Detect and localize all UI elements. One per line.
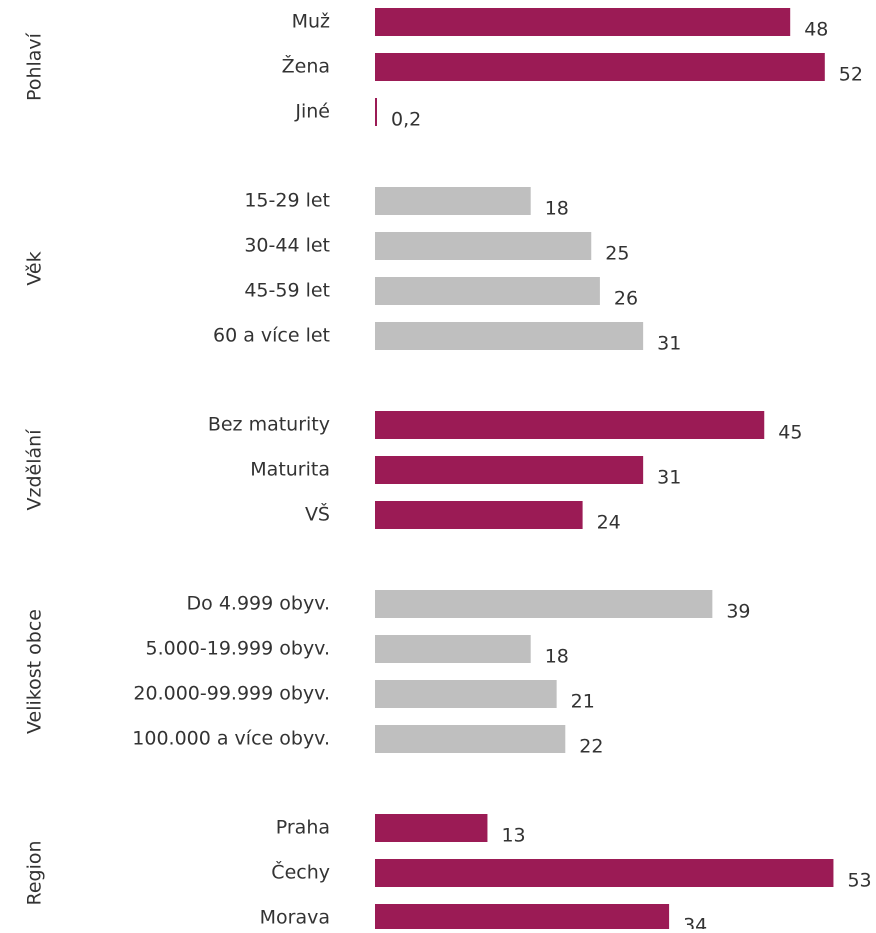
bar bbox=[375, 501, 583, 529]
group-label: Věk bbox=[24, 251, 46, 285]
category-label: 15-29 let bbox=[244, 190, 330, 212]
category-label: Jiné bbox=[294, 101, 330, 123]
value-label: 26 bbox=[614, 288, 638, 310]
category-label: Praha bbox=[276, 817, 330, 839]
category-label: Do 4.999 obyv. bbox=[187, 593, 330, 615]
group-label: Velikost obce bbox=[24, 609, 46, 734]
bar bbox=[375, 411, 765, 439]
group-label: Region bbox=[24, 840, 46, 905]
bar bbox=[375, 232, 592, 260]
category-label: Muž bbox=[292, 11, 330, 33]
bar bbox=[375, 277, 600, 305]
value-label: 25 bbox=[605, 243, 629, 265]
bar bbox=[375, 859, 834, 887]
value-label: 39 bbox=[726, 601, 750, 623]
category-label: 100.000 a více obyv. bbox=[132, 728, 330, 750]
value-label: 52 bbox=[839, 64, 863, 86]
group-label: Vzdělání bbox=[24, 429, 46, 511]
bar bbox=[375, 814, 488, 842]
bar bbox=[375, 456, 644, 484]
bar bbox=[375, 590, 713, 618]
category-label: 45-59 let bbox=[244, 280, 330, 302]
bar bbox=[375, 635, 531, 663]
bar bbox=[375, 187, 531, 215]
category-label: VŠ bbox=[305, 502, 330, 526]
bar bbox=[375, 725, 566, 753]
value-label: 45 bbox=[778, 422, 802, 444]
value-label: 24 bbox=[597, 512, 621, 534]
category-label: Bez maturity bbox=[208, 414, 330, 436]
bar bbox=[375, 53, 825, 81]
category-label: Čechy bbox=[271, 860, 330, 884]
value-label: 48 bbox=[804, 19, 828, 41]
bar bbox=[375, 8, 791, 36]
value-label: 0,2 bbox=[391, 109, 421, 131]
value-label: 31 bbox=[657, 467, 681, 489]
value-label: 13 bbox=[501, 825, 525, 847]
value-label: 53 bbox=[847, 870, 871, 892]
category-label: Maturita bbox=[250, 459, 330, 481]
category-label: 5.000-19.999 obyv. bbox=[145, 638, 330, 660]
value-label: 31 bbox=[657, 333, 681, 355]
bar bbox=[375, 98, 377, 126]
value-label: 21 bbox=[571, 691, 595, 713]
value-label: 18 bbox=[545, 646, 569, 668]
category-label: 20.000-99.999 obyv. bbox=[133, 683, 330, 705]
bar bbox=[375, 904, 670, 932]
category-label: 60 a více let bbox=[213, 325, 330, 347]
category-label: 30-44 let bbox=[244, 235, 330, 257]
value-label: 22 bbox=[579, 736, 603, 758]
category-label: Žena bbox=[282, 55, 330, 78]
value-label: 18 bbox=[545, 198, 569, 220]
bar bbox=[375, 322, 644, 350]
category-label: Morava bbox=[260, 907, 330, 929]
group-label: Pohlaví bbox=[24, 32, 46, 101]
value-label: 34 bbox=[683, 915, 707, 930]
bar bbox=[375, 680, 557, 708]
